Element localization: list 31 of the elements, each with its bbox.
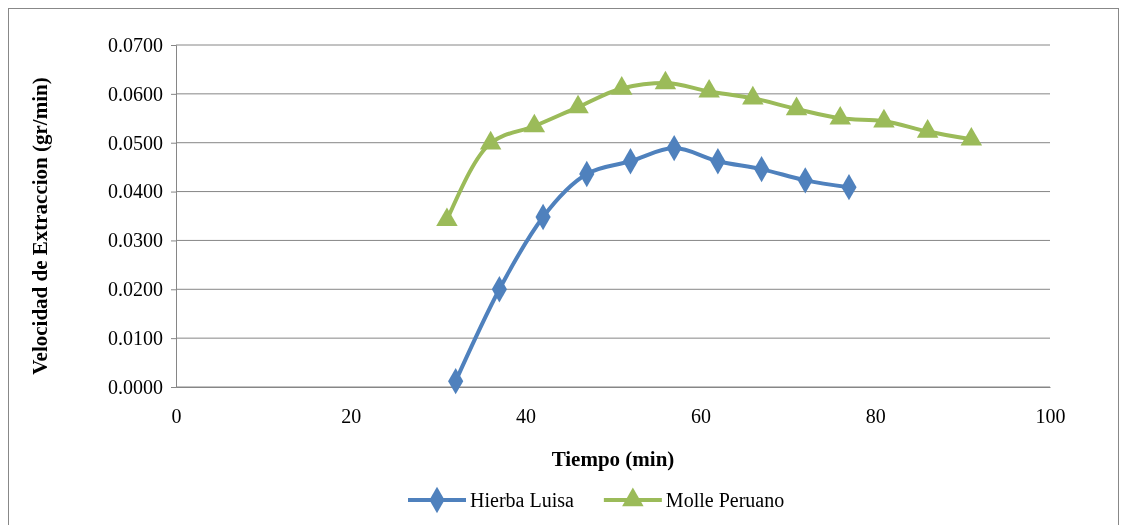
x-axis-title: Tiempo (min) (551, 447, 675, 471)
point (873, 108, 895, 128)
point (567, 94, 589, 114)
y-tick-label: 0.0500 (108, 131, 163, 154)
point (829, 105, 851, 125)
point (916, 119, 939, 138)
x-tick-label: 60 (690, 405, 711, 428)
point (698, 79, 720, 98)
y-tick-label: 0.0200 (108, 278, 163, 301)
x-tick-label: 0 (171, 405, 182, 428)
point (785, 96, 808, 116)
point (610, 76, 633, 95)
point (960, 126, 983, 146)
y-tick-label: 0.0600 (108, 82, 163, 105)
point (654, 70, 677, 90)
point (523, 113, 546, 133)
x-tick-label: 40 (516, 405, 537, 428)
x-tick-label: 20 (341, 405, 362, 428)
y-axis-title: Velocidad de Extraccion (gr/min) (28, 77, 52, 375)
y-tick-label: 0.0100 (108, 327, 163, 350)
y-tick-label: 0.0400 (108, 180, 163, 203)
point (436, 207, 458, 227)
y-tick-label: 0.0000 (108, 375, 163, 398)
y-tick-label: 0.0300 (108, 229, 163, 252)
legend-label: Hierba Luisa (470, 489, 574, 511)
x-tick-label: 80 (865, 405, 886, 428)
y-tick-label: 0.0700 (108, 33, 163, 56)
x-tick-label: 100 (1035, 405, 1066, 428)
point (742, 85, 764, 105)
point (479, 130, 502, 150)
legend-label: Molle Peruano (665, 489, 785, 511)
